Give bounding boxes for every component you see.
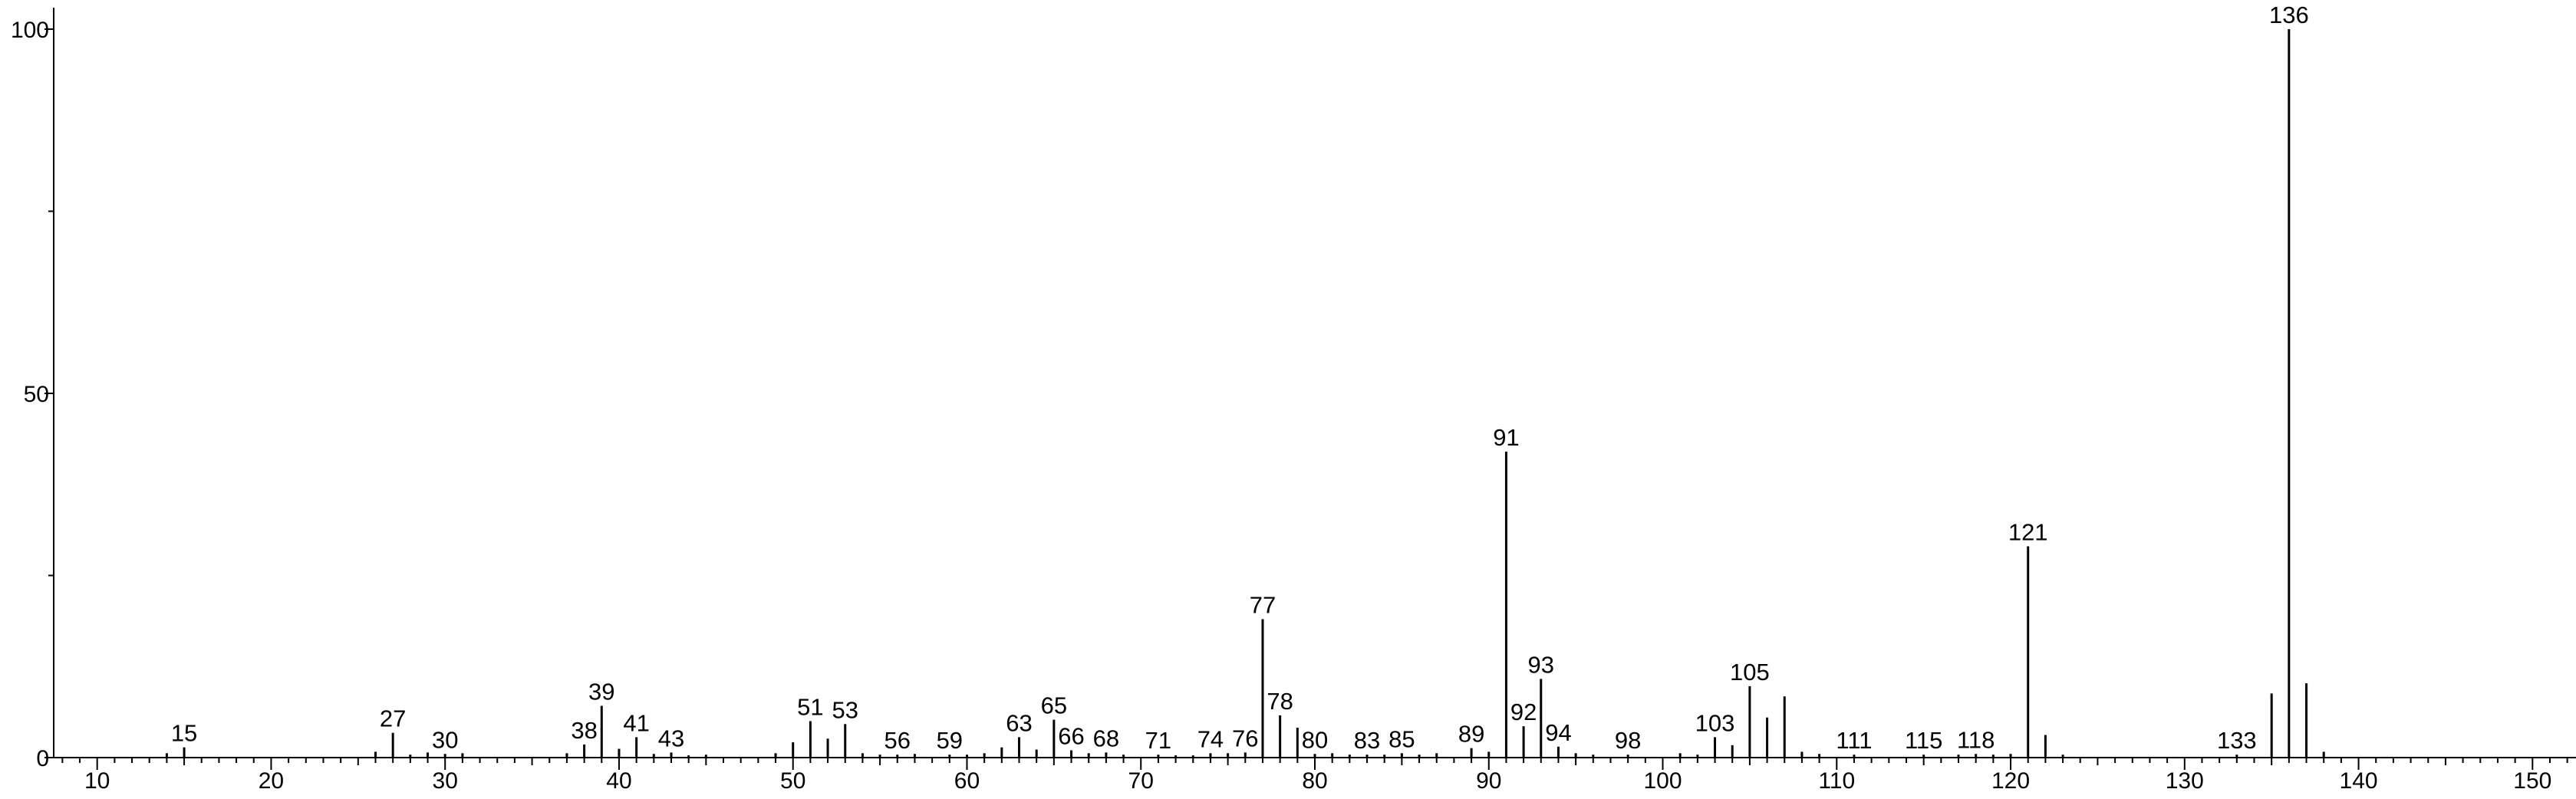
peak-label: 98: [1615, 727, 1641, 754]
peak-label: 121: [2008, 519, 2048, 546]
x-tick-label: 150: [2513, 768, 2551, 794]
peak-label: 53: [832, 696, 858, 723]
peak-label: 118: [1957, 726, 1995, 753]
peak-label: 56: [884, 727, 911, 754]
peak-label: 115: [1905, 727, 1942, 754]
y-tick-label: 100: [11, 18, 49, 43]
x-tick-label: 100: [1643, 768, 1682, 794]
peak-label: 133: [2217, 727, 2257, 754]
peak-label: 92: [1510, 699, 1537, 725]
peak-label: 68: [1093, 725, 1119, 751]
peak-label: 38: [571, 717, 597, 744]
x-tick-label: 60: [954, 768, 980, 794]
peak-label: 105: [1730, 659, 1770, 686]
x-tick-label: 90: [1476, 768, 1501, 794]
peak-label: 85: [1388, 725, 1415, 752]
peak-label: 80: [1302, 726, 1328, 753]
peak-label: 51: [797, 694, 823, 721]
x-tick-label: 120: [1991, 768, 2030, 794]
x-tick-label: 40: [606, 768, 631, 794]
peak-layer: [165, 29, 2325, 758]
peak-label: 39: [588, 679, 614, 705]
peak-label: 30: [432, 726, 458, 753]
x-tick-label: 70: [1128, 768, 1154, 794]
y-tick-label: 50: [24, 382, 49, 407]
peak-label: 77: [1250, 592, 1276, 619]
peak-label: 65: [1041, 692, 1067, 719]
x-tick-label: 50: [780, 768, 805, 794]
peak-label: 136: [2269, 2, 2309, 28]
peak-label: 71: [1145, 727, 1171, 754]
peak-label-layer: 15 27 30 38 39 41 43 51 53 56 59 63 65 66 68 71 74 76 77 78…: [171, 2, 2309, 754]
peak-label: 94: [1545, 719, 1571, 746]
y-tick-label: 0: [36, 746, 49, 771]
peak-label: 66: [1058, 723, 1084, 750]
peak-label: 103: [1695, 709, 1735, 736]
x-tick-label: 140: [2340, 768, 2378, 794]
x-tick-label: 10: [84, 768, 110, 794]
x-tick-label: 130: [2166, 768, 2204, 794]
peak-label: 59: [937, 727, 963, 754]
peak-label: 78: [1267, 688, 1293, 715]
x-tick-label: 30: [433, 768, 458, 794]
peak-label: 41: [623, 709, 649, 736]
peak-label: 74: [1197, 725, 1224, 752]
x-tick-label: 80: [1302, 768, 1327, 794]
peak-label: 93: [1528, 651, 1554, 678]
peak-label: 91: [1493, 424, 1519, 451]
peak-label: 15: [171, 720, 197, 747]
peak-label: 63: [1006, 709, 1032, 736]
peak-label: 83: [1354, 727, 1380, 754]
peak-label: 27: [380, 705, 406, 732]
x-tick-label: 110: [1818, 768, 1855, 794]
peak-label: 76: [1232, 725, 1258, 751]
x-tick-label: 20: [259, 768, 284, 794]
axis-layer: 10 20 30 40 50 60 70 80 90 100 110 120 130 140 150 0 50 1…: [11, 8, 2576, 794]
peak-label: 111: [1836, 727, 1872, 754]
peak-label: 89: [1458, 721, 1484, 748]
peak-label: 43: [658, 725, 684, 751]
